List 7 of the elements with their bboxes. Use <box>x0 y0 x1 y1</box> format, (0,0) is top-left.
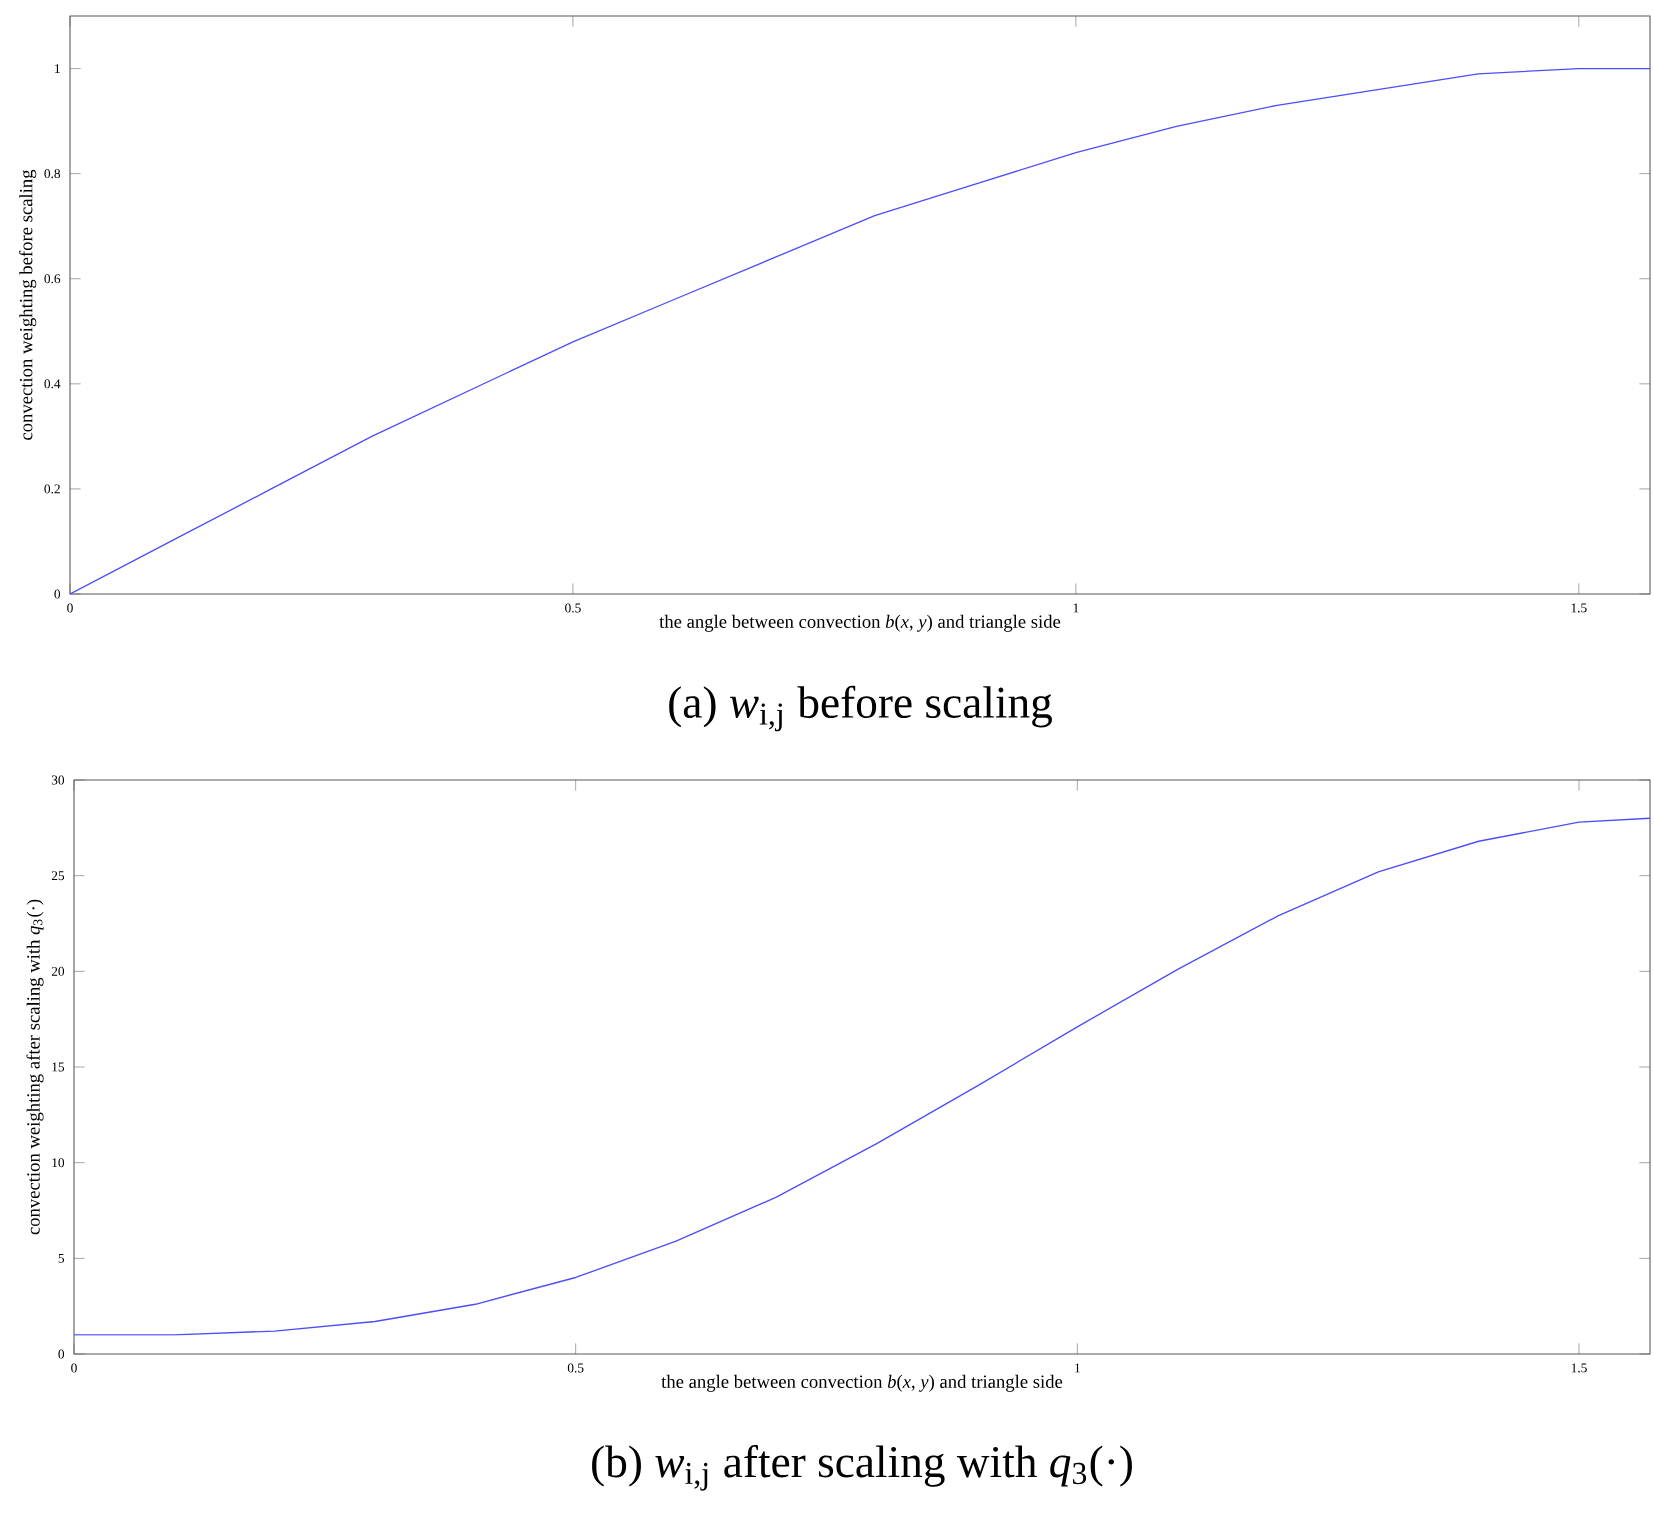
line-series <box>74 817 1651 1336</box>
y-axis-title: convection weighting after scaling with q$_{3}$(·) <box>26 899 44 1235</box>
x-axis-title: the angle between convection b(x, y) and triangle side <box>659 614 1061 632</box>
text: (b) w$_{i,j}$ after scaling with q$_{3}$(·) <box>592 1445 1132 1491</box>
x-axis-title: the angle between convection b(x, y) and triangle side <box>661 1374 1063 1392</box>
y-axis-title: convection weighting before scaling <box>19 169 37 440</box>
text: (a) w$_{i,j}$ before scaling <box>669 685 1052 732</box>
